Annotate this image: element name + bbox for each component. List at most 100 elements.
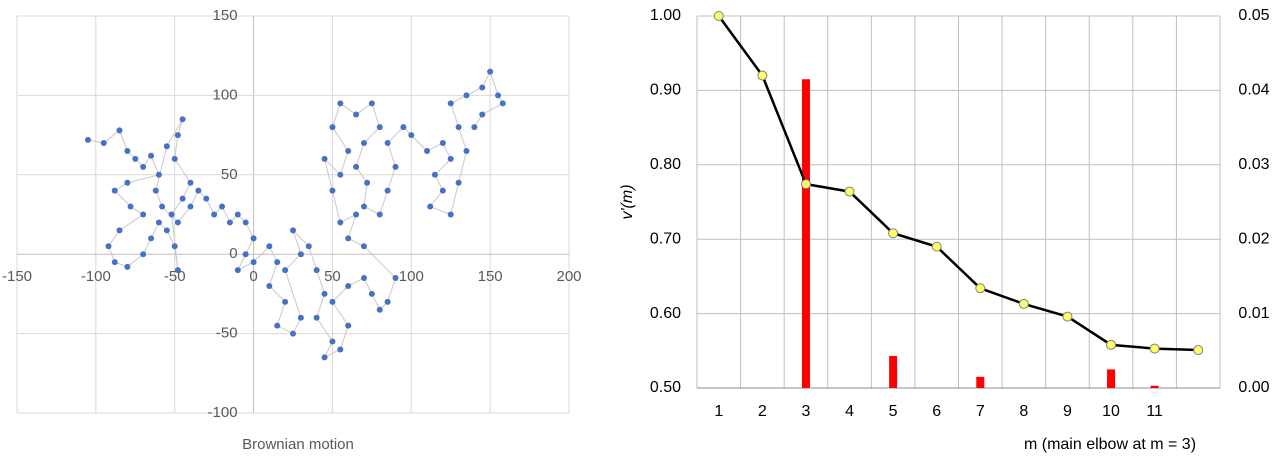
point	[132, 155, 139, 162]
y-tick-label: 150	[213, 7, 238, 24]
scatter-chart: Brownian motion -150 -100 -50 0 50 100 150 200 -…	[2, 7, 582, 453]
bar	[801, 79, 810, 389]
y2-tick-label: 0.00	[1238, 379, 1269, 396]
point	[174, 219, 181, 226]
marker	[1018, 298, 1029, 309]
y2-tick-label: 0.05	[1238, 7, 1269, 24]
point	[376, 306, 383, 313]
y2-tick-label: 0.03	[1238, 156, 1269, 173]
point	[479, 84, 486, 91]
point	[439, 140, 446, 147]
point	[447, 155, 454, 162]
point	[305, 243, 312, 250]
marker	[888, 228, 899, 239]
point	[329, 338, 336, 345]
y-tick-label: 0.90	[650, 82, 681, 99]
point	[179, 195, 186, 202]
point	[431, 171, 438, 178]
x-tick-label: -150	[2, 268, 32, 285]
x-tick-label: 50	[324, 268, 341, 285]
marker	[844, 186, 855, 197]
line	[717, 15, 1199, 352]
x-tick-label: 8	[1019, 403, 1028, 420]
point	[124, 147, 131, 154]
point	[174, 267, 181, 274]
point	[116, 227, 123, 234]
y2-tick-label: 0.02	[1238, 230, 1269, 247]
point	[290, 330, 296, 337]
bar	[976, 376, 985, 388]
chart-title: Brownian motion	[242, 436, 354, 453]
point	[329, 298, 336, 305]
point	[345, 282, 352, 289]
point	[384, 140, 391, 147]
x-tick-label: 5	[889, 403, 898, 420]
x-tick-label: 100	[399, 268, 424, 285]
point	[447, 100, 454, 107]
y-tick-label: -50	[216, 325, 238, 342]
x-tick-label: 150	[478, 268, 503, 285]
point	[274, 322, 281, 329]
elbow-chart: m (main elbow at m = 3) v'(m) 0.50 0.60 0.…	[619, 7, 1269, 453]
point	[329, 124, 336, 131]
point	[163, 143, 170, 150]
point	[360, 243, 367, 250]
point	[384, 187, 391, 194]
marker	[1149, 343, 1160, 354]
point	[321, 354, 328, 361]
point	[168, 211, 175, 218]
x-tick-label: -100	[81, 268, 111, 285]
point	[408, 132, 415, 139]
point	[313, 267, 320, 274]
x-tick-label: 200	[556, 268, 581, 285]
point	[353, 211, 360, 218]
point	[337, 100, 344, 107]
point	[111, 259, 118, 266]
point	[384, 298, 391, 305]
point	[187, 203, 194, 210]
point	[152, 187, 159, 194]
x-axis-label: m (main elbow at m = 3)	[1024, 436, 1196, 453]
point	[364, 179, 371, 186]
marker	[975, 283, 986, 294]
marker	[800, 179, 811, 190]
point	[471, 124, 478, 131]
y-tick-label: 0	[229, 245, 237, 262]
point	[116, 127, 123, 134]
point	[424, 147, 431, 154]
point	[250, 235, 257, 242]
point	[360, 140, 367, 147]
point	[368, 290, 375, 297]
y-axis-label: v'(m)	[619, 184, 636, 219]
marker	[1062, 311, 1073, 322]
point	[171, 155, 178, 162]
point	[400, 124, 407, 131]
y2-tick-label: 0.04	[1238, 82, 1269, 99]
bar	[1107, 369, 1116, 388]
point	[179, 116, 186, 123]
y-tick-label: 50	[221, 166, 238, 183]
point	[242, 219, 249, 226]
point	[297, 314, 304, 321]
y-tick-label: 0.50	[650, 379, 681, 396]
point	[250, 259, 257, 266]
point	[479, 111, 486, 118]
point	[211, 211, 218, 218]
y-tick-label: -100	[208, 404, 238, 421]
point	[148, 235, 155, 242]
marker	[757, 70, 768, 81]
y-tick-label: 0.70	[650, 230, 681, 247]
x-tick-label: 9	[1063, 403, 1072, 420]
x-tick-label: 10	[1102, 403, 1120, 420]
point	[353, 163, 360, 170]
point	[155, 171, 162, 178]
y-tick-label: 1.00	[650, 7, 681, 24]
point	[148, 152, 155, 159]
point	[447, 211, 454, 218]
point	[140, 163, 147, 170]
x-tick-label: 2	[758, 403, 767, 420]
point	[463, 147, 470, 154]
point	[140, 211, 147, 218]
point	[313, 314, 320, 321]
point	[266, 243, 273, 250]
